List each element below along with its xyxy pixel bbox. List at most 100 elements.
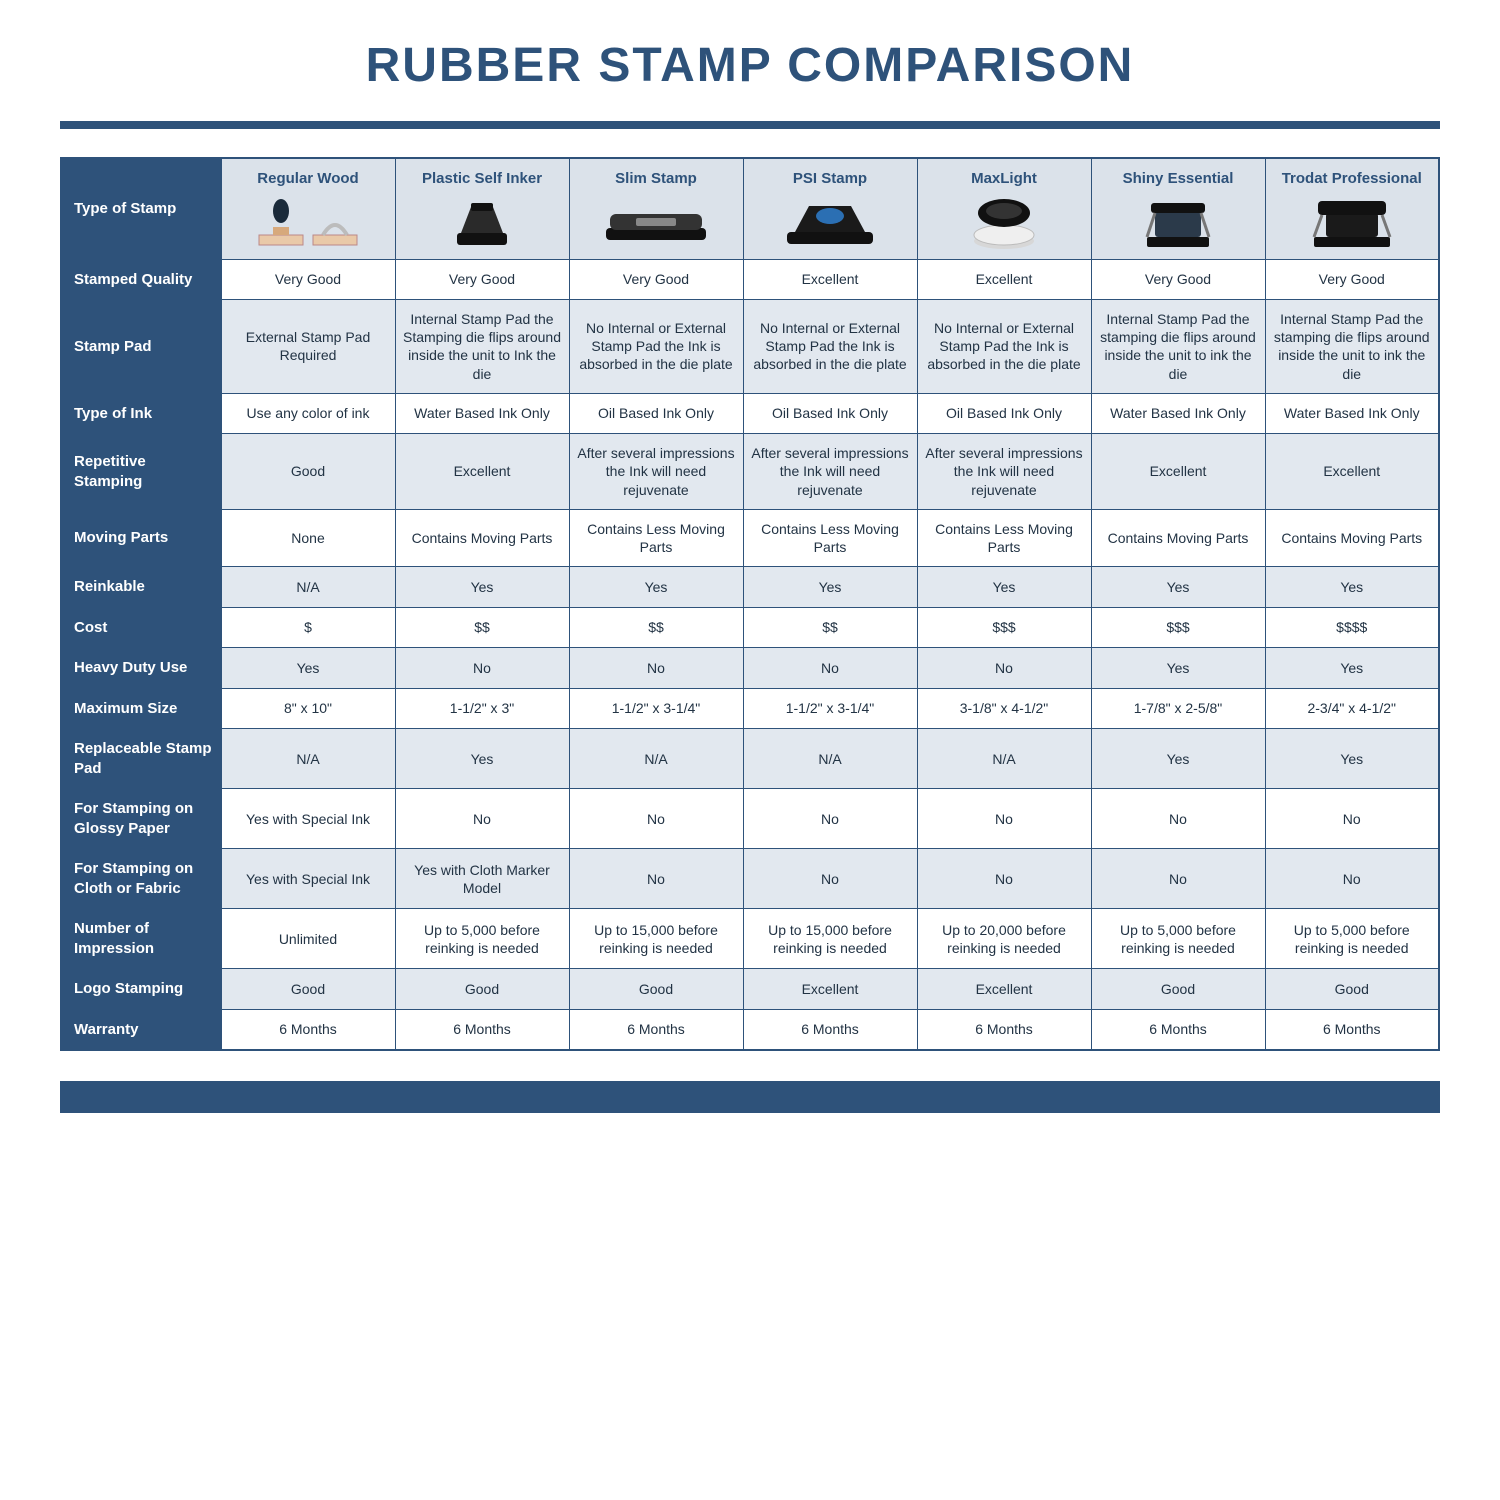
data-cell: N/A	[743, 729, 917, 789]
col-label: PSI Stamp	[748, 169, 913, 189]
data-cell: Good	[1091, 969, 1265, 1010]
data-cell: Excellent	[395, 434, 569, 510]
row-label: Cost	[61, 607, 221, 648]
data-cell: No	[917, 648, 1091, 689]
stamp-icon-plastic-self-inker	[400, 193, 565, 253]
corner-cell: Type of Stamp	[61, 158, 221, 259]
data-cell: Yes with Special Ink	[221, 849, 395, 909]
col-head-slim-stamp: Slim Stamp	[569, 158, 743, 259]
table-row: Logo StampingGoodGoodGoodExcellentExcell…	[61, 969, 1439, 1010]
data-cell: Up to 5,000 before reinking is needed	[1091, 909, 1265, 969]
data-cell: Oil Based Ink Only	[917, 393, 1091, 434]
table-row: Stamp PadExternal Stamp Pad RequiredInte…	[61, 300, 1439, 394]
data-cell: Up to 20,000 before reinking is needed	[917, 909, 1091, 969]
comparison-table-wrap: Type of Stamp Regular Wood Pla	[0, 157, 1500, 1051]
data-cell: 6 Months	[1091, 1009, 1265, 1050]
data-cell: 6 Months	[1265, 1009, 1439, 1050]
comparison-table: Type of Stamp Regular Wood Pla	[60, 157, 1440, 1051]
data-cell: Yes with Special Ink	[221, 789, 395, 849]
row-label: Logo Stamping	[61, 969, 221, 1010]
data-cell: 6 Months	[917, 1009, 1091, 1050]
data-cell: $$$	[917, 607, 1091, 648]
data-cell: Contains Less Moving Parts	[569, 509, 743, 566]
stamp-icon-trodat-professional	[1270, 193, 1435, 253]
row-label: Type of Ink	[61, 393, 221, 434]
data-cell: Very Good	[1091, 259, 1265, 300]
col-label: Regular Wood	[226, 169, 391, 189]
row-label: For Stamping on Glossy Paper	[61, 789, 221, 849]
table-row: For Stamping on Cloth or FabricYes with …	[61, 849, 1439, 909]
data-cell: Contains Moving Parts	[1265, 509, 1439, 566]
table-row: Moving PartsNoneContains Moving PartsCon…	[61, 509, 1439, 566]
col-head-plastic-self-inker: Plastic Self Inker	[395, 158, 569, 259]
data-cell: Up to 5,000 before reinking is needed	[395, 909, 569, 969]
data-cell: 6 Months	[569, 1009, 743, 1050]
data-cell: $$$$	[1265, 607, 1439, 648]
table-row: Heavy Duty UseYesNoNoNoNoYesYes	[61, 648, 1439, 689]
data-cell: Use any color of ink	[221, 393, 395, 434]
data-cell: Water Based Ink Only	[1091, 393, 1265, 434]
footer-bar	[60, 1081, 1440, 1113]
data-cell: No	[395, 789, 569, 849]
data-cell: No	[917, 849, 1091, 909]
col-label: Slim Stamp	[574, 169, 739, 189]
data-cell: Yes with Cloth Marker Model	[395, 849, 569, 909]
row-label: Stamped Quality	[61, 259, 221, 300]
data-cell: Excellent	[743, 259, 917, 300]
row-label: Replaceable Stamp Pad	[61, 729, 221, 789]
table-row: Repetitive StampingGoodExcellentAfter se…	[61, 434, 1439, 510]
col-head-psi-stamp: PSI Stamp	[743, 158, 917, 259]
table-body: Stamped QualityVery GoodVery GoodVery Go…	[61, 259, 1439, 1050]
data-cell: $$	[395, 607, 569, 648]
data-cell: $$	[743, 607, 917, 648]
row-label: Heavy Duty Use	[61, 648, 221, 689]
data-cell: N/A	[221, 567, 395, 608]
table-row: Stamped QualityVery GoodVery GoodVery Go…	[61, 259, 1439, 300]
data-cell: Up to 15,000 before reinking is needed	[743, 909, 917, 969]
data-cell: Good	[1265, 969, 1439, 1010]
data-cell: No	[569, 849, 743, 909]
col-label: Trodat Professional	[1270, 169, 1435, 189]
data-cell: After several impressions the Ink will n…	[569, 434, 743, 510]
data-cell: Good	[395, 969, 569, 1010]
data-cell: After several impressions the Ink will n…	[743, 434, 917, 510]
data-cell: Contains Moving Parts	[1091, 509, 1265, 566]
data-cell: Excellent	[743, 969, 917, 1010]
data-cell: Yes	[1091, 729, 1265, 789]
stamp-icon-maxlight	[922, 193, 1087, 253]
data-cell: Yes	[1265, 567, 1439, 608]
table-row: For Stamping on Glossy PaperYes with Spe…	[61, 789, 1439, 849]
data-cell: No	[1091, 789, 1265, 849]
data-cell: No	[569, 648, 743, 689]
data-cell: $	[221, 607, 395, 648]
col-label: MaxLight	[922, 169, 1087, 189]
data-cell: Excellent	[917, 969, 1091, 1010]
table-row: Warranty6 Months6 Months6 Months6 Months…	[61, 1009, 1439, 1050]
data-cell: No	[1091, 849, 1265, 909]
data-cell: No	[917, 789, 1091, 849]
row-label: Stamp Pad	[61, 300, 221, 394]
data-cell: Water Based Ink Only	[1265, 393, 1439, 434]
data-cell: Yes	[1091, 648, 1265, 689]
data-cell: No	[569, 789, 743, 849]
page-title: RUBBER STAMP COMPARISON	[0, 38, 1500, 93]
col-head-shiny-essential: Shiny Essential	[1091, 158, 1265, 259]
data-cell: Contains Less Moving Parts	[743, 509, 917, 566]
header-row: Type of Stamp Regular Wood Pla	[61, 158, 1439, 259]
data-cell: Yes	[1265, 729, 1439, 789]
data-cell: 6 Months	[743, 1009, 917, 1050]
data-cell: Yes	[917, 567, 1091, 608]
data-cell: Yes	[1265, 648, 1439, 689]
stamp-icon-regular-wood	[226, 193, 391, 253]
stamp-icon-slim-stamp	[574, 193, 739, 253]
col-head-regular-wood: Regular Wood	[221, 158, 395, 259]
data-cell: Oil Based Ink Only	[569, 393, 743, 434]
data-cell: Excellent	[917, 259, 1091, 300]
data-cell: No Internal or External Stamp Pad the In…	[917, 300, 1091, 394]
table-row: Type of InkUse any color of ink Water Bas…	[61, 393, 1439, 434]
title-divider	[0, 121, 1500, 157]
data-cell: Good	[569, 969, 743, 1010]
col-label: Shiny Essential	[1096, 169, 1261, 189]
data-cell: No	[1265, 789, 1439, 849]
data-cell: 1-1/2" x 3-1/4"	[569, 688, 743, 729]
